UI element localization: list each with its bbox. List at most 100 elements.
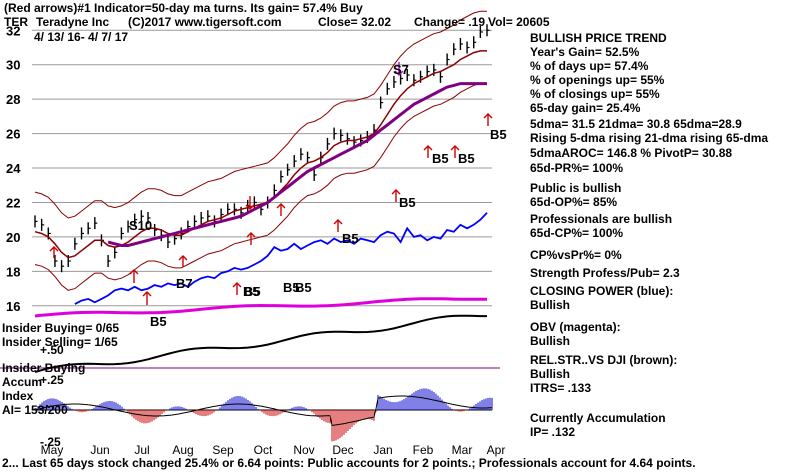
obv-title: OBV (magenta): <box>530 320 621 334</box>
volume: Vol= 20605 <box>488 15 550 29</box>
y-tick-label: 26 <box>6 127 20 142</box>
accum-ma-line <box>33 395 493 426</box>
signal-label: B5 <box>283 280 300 295</box>
price-bands <box>34 10 487 291</box>
signal-label: B5 <box>458 151 475 166</box>
date-range: 4/ 13/ 16- 4/ 7/ 17 <box>34 30 129 44</box>
accum-tick-p25: +.25 <box>40 373 64 387</box>
obv-state: Bullish <box>530 334 571 348</box>
month-label: Dec <box>332 443 353 457</box>
dma-rising: Rising 5-dma rising 21-dma rising 65-dma <box>530 131 769 145</box>
upper-band <box>34 10 487 219</box>
aroc: 5dmaAROC= 146.8 % PivotP= 30.88 <box>530 146 733 160</box>
change: Change= .19 <box>414 15 486 29</box>
month-label: Mar <box>452 443 473 457</box>
month-label: May <box>41 443 64 457</box>
op-65: 65d-OP%= 85% <box>530 195 618 209</box>
accum-tick-m25: -.25 <box>40 435 61 449</box>
signal-arrowhead <box>391 189 401 195</box>
y-tick-label: 16 <box>6 299 20 314</box>
openings-up: % of openings up= 55% <box>530 73 665 87</box>
signal-label: B5 <box>150 314 167 329</box>
signal-label: B5 <box>243 284 260 299</box>
gain-65: 65-day gain= 25.4% <box>530 101 641 115</box>
accum-title: Currently Accumulation <box>530 411 666 425</box>
signal-label: S7 <box>393 62 409 77</box>
month-label: Jan <box>373 443 392 457</box>
month-label: Feb <box>413 443 434 457</box>
signal-label: B5 <box>295 280 312 295</box>
y-tick-label: 28 <box>6 92 20 107</box>
price-gridlines <box>32 29 492 307</box>
signal-label: S10 <box>129 218 152 233</box>
signal-arrowhead <box>178 255 188 261</box>
month-label: Sep <box>212 443 234 457</box>
relstr-state: Bullish <box>530 367 571 381</box>
lower-band <box>34 83 487 291</box>
insider-buying-count: Insider Buying= 0/65 <box>2 321 120 335</box>
y-tick-label: 32 <box>6 23 20 38</box>
obv-line <box>34 297 488 318</box>
closings-up: % of closings up= 55% <box>530 87 660 101</box>
lower-panels <box>0 314 500 442</box>
y-tick-label: 24 <box>6 161 21 176</box>
signal-label: B5 <box>244 284 261 299</box>
insider-selling: Insider Selling= 1/65 <box>2 335 118 349</box>
years-gain: Year's Gain= 52.5% <box>530 45 640 59</box>
relstr-title: REL.STR..VS DJI (brown): <box>530 353 678 367</box>
month-label: Apr <box>487 443 506 457</box>
signal-label: B5 <box>399 195 416 210</box>
public-status: Public is bullish <box>530 181 622 195</box>
closing-power-state: Bullish <box>530 298 571 312</box>
y-tick-label: 22 <box>6 195 20 210</box>
obv-line <box>34 297 488 318</box>
month-label: Aug <box>172 443 193 457</box>
signal-label: B5 <box>342 231 359 246</box>
dma-values: 5dma= 31.5 21dma= 30.8 65dma=28.9 <box>530 117 742 131</box>
y-tick-label: 30 <box>6 58 20 73</box>
cp-vs-pr: CP%vsPr%= 0% <box>530 248 622 262</box>
itrs: ITRS= .133 <box>530 381 592 395</box>
signal-arrowhead <box>276 203 286 209</box>
accum-tick-p50: +.50 <box>40 343 64 357</box>
series-line-1 <box>34 50 487 259</box>
days-up: % of days up= 57.4% <box>530 59 649 73</box>
indicator-line: (Red arrows)#1 Indicator=50-day ma turns… <box>4 1 363 15</box>
signal-arrowhead <box>333 219 343 225</box>
signal-label: B5 <box>432 151 449 166</box>
signal-arrowhead <box>394 70 404 76</box>
month-label: Oct <box>254 443 273 457</box>
signal-arrowhead <box>232 282 242 288</box>
footer-summary: 2... Last 65 days stock changed 25.4% or… <box>2 456 696 470</box>
index-label: Index <box>2 389 34 403</box>
pr-65: 65d-PR%= 100% <box>530 161 624 175</box>
signal-arrowhead <box>49 246 59 252</box>
copyright: (C)2017 www.tigersoft.com <box>128 15 282 29</box>
y-tick-label: 20 <box>6 230 20 245</box>
cp-65: 65d-CP%= 100% <box>530 226 624 240</box>
company-name: Teradyne Inc <box>36 15 110 29</box>
price-series <box>34 24 490 305</box>
month-label: Nov <box>293 443 314 457</box>
insider-buying-label: Insider Buying <box>2 361 86 375</box>
month-label: Jul <box>134 443 149 457</box>
close-price: Close= 32.02 <box>318 15 392 29</box>
signal-arrowhead <box>245 204 255 210</box>
ticker: TER <box>4 15 28 29</box>
professionals-status: Professionals are bullish <box>530 212 673 226</box>
series-line-3 <box>74 212 488 305</box>
ai-value: AI= 153/200 <box>2 403 68 417</box>
y-tick-label: 18 <box>6 264 20 279</box>
accum-label: Accum <box>2 375 43 389</box>
signal-arrowhead <box>423 145 433 151</box>
strength: Strength Profess/Pub= 2.3 <box>530 266 680 280</box>
month-axis: May Jun Jul Aug Sep Oct Nov Dec Jan Feb Mar Apr <box>41 443 506 457</box>
signal-label: B7 <box>176 276 193 291</box>
signal-arrowhead <box>142 291 152 297</box>
month-label: Jun <box>90 443 109 457</box>
rel-strength-line <box>34 314 487 373</box>
signal-label: B5 <box>490 127 507 142</box>
signal-arrowhead <box>450 145 460 151</box>
closing-power-title: CLOSING POWER (blue): <box>530 284 674 298</box>
